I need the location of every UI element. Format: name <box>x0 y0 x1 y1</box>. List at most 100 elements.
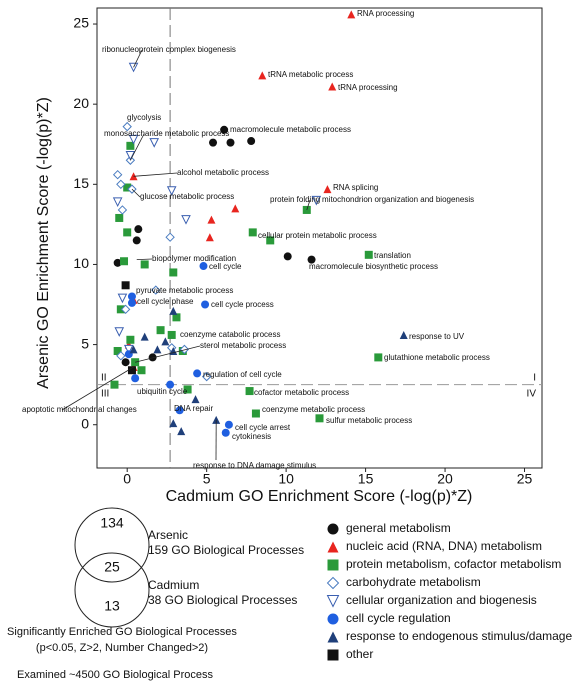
point <box>252 410 260 418</box>
legend-label: protein metabolism, cofactor metabolism <box>346 557 561 571</box>
point <box>182 216 190 224</box>
point <box>347 10 355 18</box>
point <box>365 251 373 259</box>
annotation: cytokinesis <box>232 432 271 441</box>
point <box>316 414 324 422</box>
quadrant-label: I <box>533 372 536 383</box>
annotation-leader <box>62 367 134 410</box>
quadrant-label: IV <box>527 388 537 399</box>
annotation: response to DNA damage stimulus <box>193 461 316 470</box>
legend-label: other <box>346 647 373 661</box>
annotation: coenzyme metabolic process <box>262 405 365 414</box>
annotation-leader <box>134 173 177 176</box>
venn-count: 134 <box>100 515 124 531</box>
point <box>328 83 336 91</box>
point <box>123 228 131 236</box>
point <box>222 429 230 437</box>
legend-marker <box>328 578 339 589</box>
legend-marker <box>328 614 339 625</box>
point <box>192 395 200 403</box>
annotation: glucose metabolic process <box>140 192 234 201</box>
point <box>110 381 118 389</box>
legend-marker <box>328 650 339 661</box>
annotation: macromolecule metabolic process <box>230 125 351 134</box>
venn-count: 25 <box>104 559 120 575</box>
annotation: alcohol metabolic process <box>177 168 269 177</box>
annotation-leader <box>132 189 140 197</box>
x-tick-label: 5 <box>203 471 211 487</box>
annotation: macromolecule biosynthetic process <box>309 262 438 271</box>
venn-set-name: Arsenic <box>148 528 188 542</box>
point <box>131 374 139 382</box>
point <box>258 71 266 79</box>
annotation: response to UV <box>409 332 465 341</box>
annotation: glutathione metabolic process <box>384 353 490 362</box>
x-tick-label: 25 <box>517 471 533 487</box>
point <box>209 139 217 147</box>
legend-label: response to endogenous stimulus/damage <box>346 629 572 643</box>
annotation: cell cycle phase <box>137 297 194 306</box>
annotation: regulation of cell cycle <box>203 370 282 379</box>
legend-label: carbohydrate metabolism <box>346 575 481 589</box>
point <box>150 139 158 147</box>
annotation-leader <box>137 259 152 260</box>
point <box>246 387 254 395</box>
point <box>153 345 161 353</box>
annotation: ubiquitin cycle <box>137 387 188 396</box>
point <box>114 198 122 206</box>
legend-label: nucleic acid (RNA, DNA) metabolism <box>346 539 542 553</box>
legend-marker <box>328 560 339 571</box>
x-tick-label: 20 <box>437 471 453 487</box>
venn-count: 13 <box>104 598 120 614</box>
point <box>120 257 128 265</box>
legend-marker <box>328 524 339 535</box>
annotation: cell cycle arrest <box>235 423 291 432</box>
point <box>169 268 177 276</box>
x-tick-label: 15 <box>358 471 374 487</box>
point <box>249 228 257 236</box>
point <box>206 233 214 241</box>
x-axis-title: Cadmium GO Enrichment Score (-log(p)*Z) <box>166 488 473 505</box>
venn-set-total: 38 GO Biological Processes <box>148 593 297 607</box>
legend-label: general metabolism <box>346 521 451 535</box>
point <box>400 331 408 339</box>
point <box>115 328 123 336</box>
venn-note: Significantly Enriched GO Biological Pro… <box>7 626 237 638</box>
quadrant-label: II <box>101 372 107 383</box>
point <box>134 225 142 233</box>
annotation: pyruvate metabolic process <box>136 286 233 295</box>
point <box>166 233 174 241</box>
annotation: glycolysis <box>127 113 161 122</box>
point <box>323 185 331 193</box>
y-tick-label: 10 <box>73 255 89 271</box>
point <box>141 260 149 268</box>
annotation: cell cycle <box>209 262 242 271</box>
point <box>193 369 201 377</box>
annotation: RNA splicing <box>333 183 378 192</box>
legend-marker <box>328 596 339 607</box>
x-tick-label: 0 <box>123 471 131 487</box>
legend-marker <box>328 632 339 643</box>
legend-marker <box>328 542 339 553</box>
y-tick-label: 5 <box>81 335 89 351</box>
point <box>201 301 209 309</box>
point <box>227 139 235 147</box>
annotation: cellular protein metabolic process <box>258 231 377 240</box>
legend-label: cell cycle regulation <box>346 611 451 625</box>
legend-label: cellular organization and biogenesis <box>346 593 537 607</box>
point <box>122 358 130 366</box>
annotation: RNA processing <box>357 9 414 18</box>
point <box>128 293 136 301</box>
annotation: mitochondrion organization and biogenesi… <box>322 195 474 204</box>
x-tick-label: 10 <box>278 471 294 487</box>
annotation: tRNA metabolic process <box>268 70 353 79</box>
point <box>114 171 122 179</box>
point <box>122 281 130 289</box>
annotation: cell cycle process <box>211 300 274 309</box>
annotation: translation <box>374 251 411 260</box>
annotation: ribonucleoprotein complex biogenesis <box>102 45 236 54</box>
annotation: tRNA processing <box>338 83 398 92</box>
annotation: sulfur metabolic process <box>326 416 412 425</box>
venn-note: (p<0.05, Z>2, Number Changed>2) <box>36 642 208 654</box>
point <box>225 421 233 429</box>
